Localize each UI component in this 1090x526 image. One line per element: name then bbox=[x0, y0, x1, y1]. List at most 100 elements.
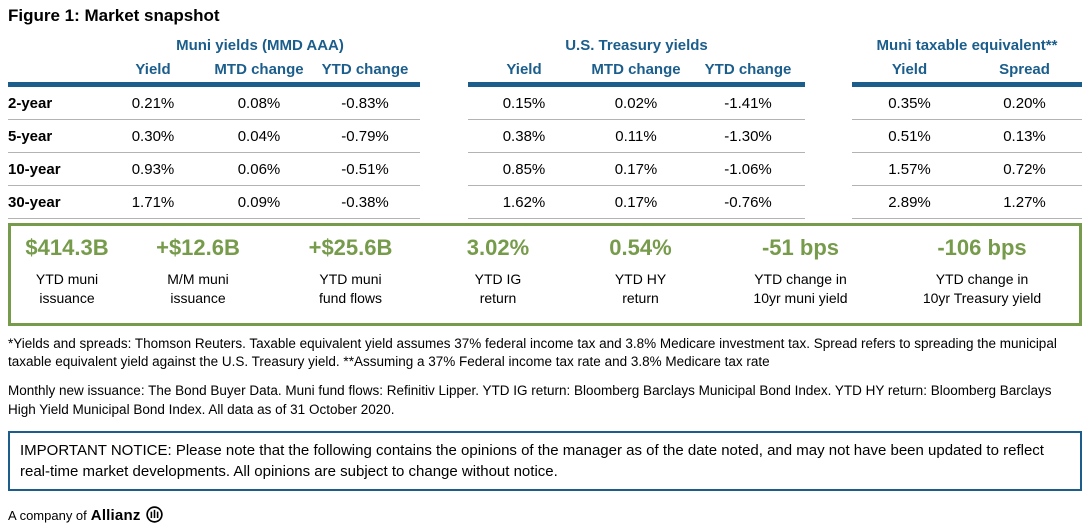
treasury-yields-table: U.S. Treasury yields Yield MTD change YT… bbox=[468, 36, 805, 219]
cell: 0.08% bbox=[237, 94, 281, 112]
col-header-mtd-change: MTD change bbox=[591, 60, 681, 78]
stat-ytd-muni-fund-flows: +$25.6B YTD muni fund flows bbox=[273, 235, 428, 308]
stat-label: YTD muni issuance bbox=[35, 271, 99, 306]
cell: 2.89% bbox=[888, 193, 931, 211]
company-footer: A company of Allianz bbox=[8, 506, 1082, 526]
cell: 1.62% bbox=[502, 193, 546, 211]
cell: -0.83% bbox=[341, 94, 389, 112]
cell: -0.38% bbox=[341, 193, 389, 211]
table-row: 0.35% 0.20% bbox=[852, 87, 1082, 120]
table-row: 0.85% 0.17% -1.06% bbox=[468, 153, 805, 186]
stat-label: YTD muni fund flows bbox=[318, 271, 383, 306]
col-header-ytd-change: YTD change bbox=[321, 60, 409, 78]
stat-value: $414.3B bbox=[25, 235, 109, 260]
cell: 1.71% bbox=[131, 193, 175, 211]
col-header-yield: Yield bbox=[135, 60, 171, 78]
cell: 0.04% bbox=[237, 127, 281, 145]
stat-ytd-change-muni-yield: -51 bps YTD change in 10yr muni yield bbox=[713, 235, 888, 308]
cell: -1.41% bbox=[724, 94, 772, 112]
row-label: 30-year bbox=[8, 193, 61, 211]
cell: -0.51% bbox=[341, 160, 389, 178]
cell: -0.79% bbox=[341, 127, 389, 145]
stat-value: -51 bps bbox=[761, 235, 840, 260]
footer-prefix: A company of bbox=[8, 508, 87, 524]
muni-taxable-group-header: Muni taxable equivalent** bbox=[876, 37, 1058, 54]
stat-ytd-change-treasury-yield: -106 bps YTD change in 10yr Treasury yie… bbox=[888, 235, 1076, 308]
table-row: 0.38% 0.11% -1.30% bbox=[468, 120, 805, 153]
table-row: 2.89% 1.27% bbox=[852, 186, 1082, 219]
allianz-circle-logo-icon bbox=[145, 506, 163, 526]
cell: 0.51% bbox=[888, 127, 931, 145]
row-label: 10-year bbox=[8, 160, 61, 178]
stat-value: 0.54% bbox=[609, 235, 672, 260]
stat-mm-muni-issuance: +$12.6B M/M muni issuance bbox=[123, 235, 273, 308]
cell: -1.06% bbox=[724, 160, 772, 178]
cell: 1.57% bbox=[888, 160, 931, 178]
cell: 0.15% bbox=[502, 94, 546, 112]
cell: 0.30% bbox=[131, 127, 175, 145]
treasury-yields-group-header: U.S. Treasury yields bbox=[565, 37, 708, 54]
stat-ytd-muni-issuance: $414.3B YTD muni issuance bbox=[11, 235, 123, 308]
allianz-wordmark: Allianz bbox=[90, 507, 141, 525]
figure-title: Figure 1: Market snapshot bbox=[8, 6, 220, 25]
cell: 0.17% bbox=[614, 193, 658, 211]
col-header-spread: Spread bbox=[999, 60, 1050, 78]
muni-yields-column-headers: Yield MTD change YTD change bbox=[8, 56, 420, 82]
cell: -0.76% bbox=[724, 193, 772, 211]
yield-tables: Muni yields (MMD AAA) Yield MTD change Y… bbox=[8, 36, 1082, 219]
stat-value: 3.02% bbox=[466, 235, 530, 260]
header-rule bbox=[468, 82, 805, 87]
header-rule bbox=[8, 82, 420, 87]
cell: 0.93% bbox=[131, 160, 175, 178]
muni-taxable-equivalent-table: Muni taxable equivalent** Yield Spread 0… bbox=[852, 36, 1082, 219]
important-notice-box: IMPORTANT NOTICE: Please note that the f… bbox=[8, 430, 1082, 491]
table-row: 1.57% 0.72% bbox=[852, 153, 1082, 186]
stat-ytd-hy-return: 0.54% YTD HY return bbox=[568, 235, 713, 308]
cell: -1.30% bbox=[724, 127, 772, 145]
stat-ytd-ig-return: 3.02% YTD IG return bbox=[428, 235, 568, 308]
table-row: 1.62% 0.17% -0.76% bbox=[468, 186, 805, 219]
key-stats-panel: $414.3B YTD muni issuance +$12.6B M/M mu… bbox=[8, 223, 1082, 326]
col-header-yield: Yield bbox=[506, 60, 542, 78]
cell: 0.38% bbox=[502, 127, 546, 145]
col-header-mtd-change: MTD change bbox=[214, 60, 304, 78]
col-header-ytd-change: YTD change bbox=[704, 60, 792, 78]
muni-yields-group-header: Muni yields (MMD AAA) bbox=[176, 37, 344, 54]
cell: 0.72% bbox=[1003, 160, 1046, 178]
footnote-sources-issuance: Monthly new issuance: The Bond Buyer Dat… bbox=[8, 383, 1052, 417]
table-row: 2-year 0.21% 0.08% -0.83% bbox=[8, 87, 420, 120]
cell: 0.21% bbox=[131, 94, 175, 112]
table-row: 5-year 0.30% 0.04% -0.79% bbox=[8, 120, 420, 153]
cell: 0.20% bbox=[1003, 94, 1046, 112]
stat-label: YTD HY return bbox=[614, 271, 667, 306]
cell: 0.09% bbox=[237, 193, 281, 211]
table-row: 10-year 0.93% 0.06% -0.51% bbox=[8, 153, 420, 186]
cell: 1.27% bbox=[1003, 193, 1046, 211]
muni-yields-table: Muni yields (MMD AAA) Yield MTD change Y… bbox=[8, 36, 420, 219]
table-row: 30-year 1.71% 0.09% -0.38% bbox=[8, 186, 420, 219]
row-label: 2-year bbox=[8, 94, 53, 112]
cell: 0.85% bbox=[502, 160, 546, 178]
row-label: 5-year bbox=[8, 127, 53, 145]
table-row: 0.15% 0.02% -1.41% bbox=[468, 87, 805, 120]
stat-label: YTD IG return bbox=[474, 271, 522, 306]
stat-label: M/M muni issuance bbox=[167, 271, 229, 306]
stat-value: +$25.6B bbox=[308, 235, 393, 260]
col-header-yield: Yield bbox=[891, 60, 928, 78]
cell: 0.11% bbox=[615, 127, 657, 145]
taxable-column-headers: Yield Spread bbox=[852, 56, 1082, 82]
footnote-sources-yields: *Yields and spreads: Thomson Reuters. Ta… bbox=[8, 336, 1057, 370]
cell: 0.35% bbox=[888, 94, 931, 112]
stat-value: -106 bps bbox=[937, 235, 1027, 260]
cell: 0.02% bbox=[614, 94, 658, 112]
header-rule bbox=[852, 82, 1082, 87]
treasury-column-headers: Yield MTD change YTD change bbox=[468, 56, 805, 82]
stat-label: YTD change in 10yr Treasury yield bbox=[922, 271, 1042, 306]
stat-label: YTD change in 10yr muni yield bbox=[753, 271, 848, 306]
cell: 0.17% bbox=[614, 160, 658, 178]
cell: 0.13% bbox=[1003, 127, 1046, 145]
cell: 0.06% bbox=[237, 160, 281, 178]
table-row: 0.51% 0.13% bbox=[852, 120, 1082, 153]
stat-value: +$12.6B bbox=[156, 235, 240, 260]
